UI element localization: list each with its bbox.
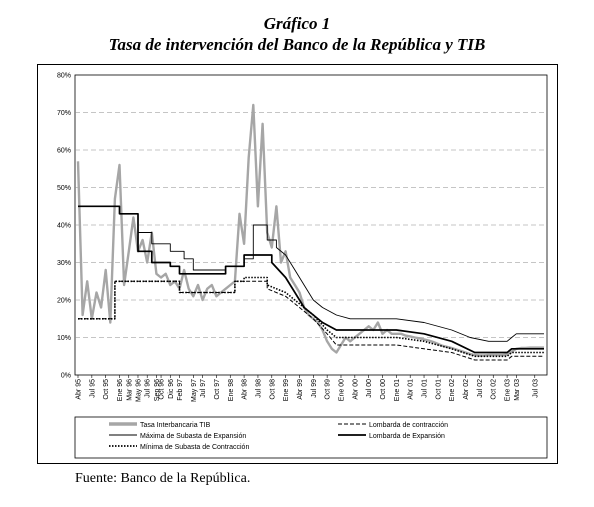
x-tick-label: Oct 99 <box>325 379 332 400</box>
x-tick-label: Oct 01 <box>435 379 442 400</box>
y-tick-label: 60% <box>57 148 71 155</box>
x-tick-label: Abr 99 <box>297 379 304 400</box>
x-tick-label: May 96 <box>135 379 142 402</box>
x-tick-label: Mar 03 <box>514 379 521 401</box>
x-tick-label: Abr 02 <box>463 379 470 400</box>
y-tick-label: 70% <box>57 110 71 117</box>
x-tick-label: Jul 98 <box>255 379 262 398</box>
y-tick-label: 30% <box>57 260 71 267</box>
source-note: Fuente: Banco de la República. <box>75 471 251 486</box>
legend-label-tib: Tasa Interbancaria TIB <box>140 422 211 429</box>
chart-title: Gráfico 1 <box>263 14 331 33</box>
x-tick-label: Jul 02 <box>477 379 484 398</box>
x-tick-label: Ene 98 <box>228 379 235 401</box>
legend-label-minima: Mínima de Subasta de Contracción <box>140 444 249 451</box>
x-tick-label: Jul 96 <box>145 379 152 398</box>
x-tick-label: Abr 98 <box>242 379 249 400</box>
x-tick-label: May 97 <box>191 379 198 402</box>
x-tick-label: Sep 96 <box>154 379 161 401</box>
legend: Tasa Interbancaria TIB Máxima de Subasta… <box>74 416 548 459</box>
x-tick-label: Ene 96 <box>117 379 124 401</box>
gridlines <box>75 112 547 338</box>
x-tick-label: Dic 96 <box>168 379 175 399</box>
chart-subtitle: Tasa de intervención del Banco de la Rep… <box>108 35 486 54</box>
x-tick-label: Feb 97 <box>177 379 184 401</box>
legend-label-maxima: Máxima de Subasta de Expansión <box>140 433 246 440</box>
y-axis: 0% 10% 20% 30% 40% 50% 60% 70% 80% <box>57 73 71 380</box>
legend-label-lombarda-contraccion: Lombarda de contracción <box>369 422 448 429</box>
x-tick-label: Oct 00 <box>380 379 387 400</box>
x-tick-label: Oct 97 <box>214 379 221 400</box>
series-line-lombarda-expansion <box>78 205 544 354</box>
series-line-lombarda-contraccion <box>78 280 544 361</box>
y-tick-label: 0% <box>61 373 71 380</box>
x-tick-label: Jul 99 <box>311 379 318 398</box>
x-tick-label: Jul 00 <box>366 379 373 398</box>
x-tick-label: Jul 97 <box>200 379 207 398</box>
x-tick-label: Abr 95 <box>76 379 83 400</box>
x-tick-label: Ene 03 <box>505 379 512 401</box>
y-tick-label: 50% <box>57 185 71 192</box>
x-tick-label: Oct 98 <box>269 379 276 400</box>
x-tick-label: Jul 03 <box>532 379 539 398</box>
series-group <box>76 103 544 361</box>
legend-label-lombarda-expansion: Lombarda de Expansión <box>369 433 445 440</box>
x-tick-label: Ene 02 <box>449 379 456 401</box>
x-axis: Abr 95 Jul 95 Oct 95 Ene 96 Mar 96 May 96 Jul … <box>76 375 539 402</box>
x-tick-label: Ene 00 <box>338 379 345 401</box>
chart-frame <box>37 64 558 464</box>
x-tick-label: Mar 96 <box>126 379 133 401</box>
x-tick-label: Jul 01 <box>422 379 429 398</box>
x-tick-label: Oct 02 <box>491 379 498 400</box>
legend-box <box>74 416 548 459</box>
y-tick-label: 40% <box>57 223 71 230</box>
x-tick-label: Oct 95 <box>103 379 110 400</box>
x-tick-label: Oct 96 <box>159 379 166 400</box>
x-tick-label: Ene 99 <box>283 379 290 401</box>
x-tick-label: Abr 00 <box>352 379 359 400</box>
y-tick-label: 20% <box>57 298 71 305</box>
x-tick-label: Abr 01 <box>408 379 415 400</box>
series-line-maxima-subasta-expansion <box>78 205 544 342</box>
series-line-minima-subasta-contraccion <box>78 276 544 358</box>
y-tick-label: 80% <box>57 73 71 80</box>
x-tick-label: Jul 95 <box>89 379 96 398</box>
y-tick-label: 10% <box>57 335 71 342</box>
x-tick-label: Ene 01 <box>394 379 401 401</box>
